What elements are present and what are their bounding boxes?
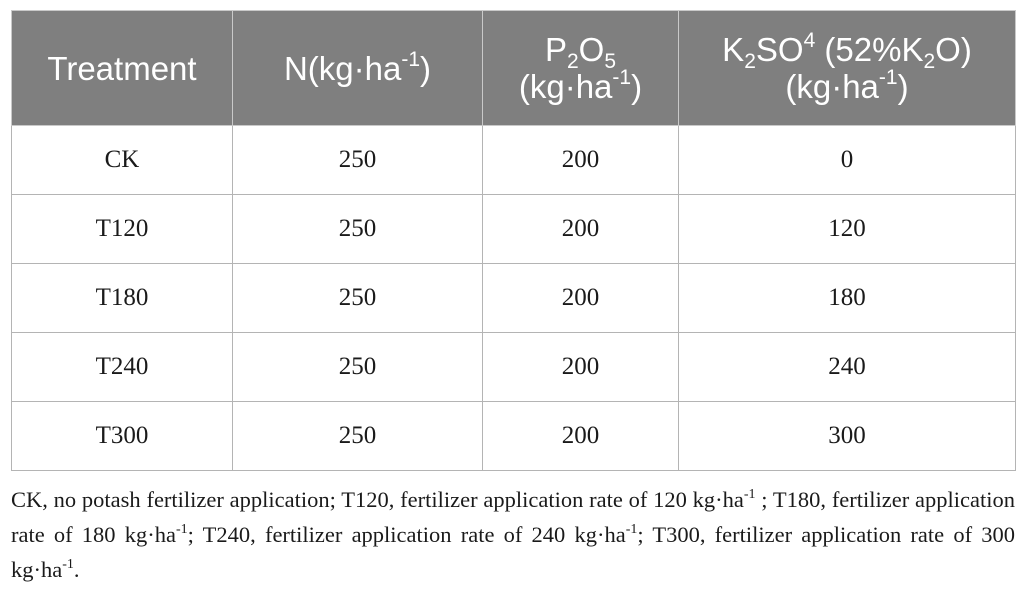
treatment-table-container: Treatment N(kg·ha-1) P2O5 (kg·ha-1) K2SO… (11, 10, 1016, 471)
table-body: CK 250 200 0 T120 250 200 120 T180 250 2… (11, 125, 1016, 471)
header-phosphate-o: O (578, 31, 605, 68)
cell-phosphate: 200 (482, 401, 679, 471)
cell-nitrogen: 250 (232, 332, 483, 402)
footnote-text: CK, no potash fertilizer application; T1… (11, 487, 744, 512)
header-potassium-unit: (kg·ha-1) (685, 66, 1009, 105)
header-treatment-label: Treatment (47, 49, 197, 87)
header-potassium-unit-sup: -1 (878, 66, 898, 89)
cell-potassium: 240 (678, 332, 1016, 402)
header-potassium-unit-base: (kg·ha (785, 68, 879, 105)
header-phosphate-unit-tail: ) (631, 68, 643, 105)
cell-nitrogen: 250 (232, 194, 483, 264)
header-treatment: Treatment (11, 10, 233, 126)
cell-phosphate: 200 (482, 125, 679, 195)
header-potassium-k: K (722, 31, 745, 68)
cell-nitrogen: 250 (232, 263, 483, 333)
cell-potassium: 300 (678, 401, 1016, 471)
header-nitrogen-base: N(kg·ha (283, 49, 402, 87)
header-potassium: K2SO4 (52%K2O) (kg·ha-1) (678, 10, 1016, 126)
cell-potassium: 120 (678, 194, 1016, 264)
cell-treatment: T240 (11, 332, 233, 402)
cell-treatment: T300 (11, 401, 233, 471)
cell-phosphate: 200 (482, 194, 679, 264)
footnote-sup: -1 (743, 487, 756, 502)
footnote-text: ; T180, fertilizer application rate of 1… (11, 487, 1015, 547)
header-potassium-so-sup: 4 (803, 29, 816, 52)
cell-potassium: 180 (678, 263, 1016, 333)
header-phosphate-unit-sup: -1 (612, 66, 632, 89)
cell-nitrogen: 250 (232, 401, 483, 471)
table-row: T300 250 200 300 (11, 401, 1016, 471)
table-row: CK 250 200 0 (11, 125, 1016, 195)
table-row: T120 250 200 120 (11, 194, 1016, 264)
header-phosphate-unit-base: (kg·ha (518, 68, 613, 105)
header-potassium-k-sub: 2 (744, 50, 756, 73)
footnote-text: ; T240, fertilizer application rate of 2… (187, 522, 626, 547)
header-phosphate-o-sub: 5 (604, 50, 617, 73)
footnote-sup: -1 (62, 557, 74, 572)
cell-phosphate: 200 (482, 332, 679, 402)
header-row: Treatment N(kg·ha-1) P2O5 (kg·ha-1) K2SO… (11, 10, 1016, 126)
table-row: T180 250 200 180 (11, 263, 1016, 333)
header-phosphate-formula: P2O5 (489, 31, 672, 72)
header-nitrogen-tail: ) (420, 49, 432, 87)
header-potassium-unit-tail: ) (897, 68, 909, 105)
header-potassium-pct-sub: 2 (923, 50, 936, 73)
header-phosphate: P2O5 (kg·ha-1) (482, 10, 679, 126)
cell-phosphate: 200 (482, 263, 679, 333)
cell-nitrogen: 250 (232, 125, 483, 195)
cell-potassium: 0 (678, 125, 1016, 195)
footnote-text: ; T300, fertilizer application rate of 3… (11, 522, 1015, 582)
header-potassium-so: SO (755, 31, 804, 68)
header-potassium-formula: K2SO4 (52%K2O) (685, 29, 1009, 72)
header-potassium-pct-close: O) (935, 31, 972, 68)
header-phosphate-unit: (kg·ha-1) (489, 66, 672, 105)
table-row: T240 250 200 240 (11, 332, 1016, 402)
header-nitrogen: N(kg·ha-1) (232, 10, 483, 126)
header-nitrogen-sup: -1 (401, 47, 421, 71)
table-footnote: CK, no potash fertilizer application; T1… (11, 482, 1015, 587)
footnote-sup: -1 (175, 522, 188, 537)
header-phosphate-p: P (544, 31, 567, 68)
header-phosphate-p-sub: 2 (566, 50, 579, 73)
cell-treatment: T180 (11, 263, 233, 333)
table-header: Treatment N(kg·ha-1) P2O5 (kg·ha-1) K2SO… (11, 10, 1016, 126)
header-potassium-pct-open: (52%K (815, 31, 924, 68)
treatment-table: Treatment N(kg·ha-1) P2O5 (kg·ha-1) K2SO… (11, 10, 1016, 471)
cell-treatment: CK (11, 125, 233, 195)
cell-treatment: T120 (11, 194, 233, 264)
footnote-text: . (73, 557, 80, 582)
footnote-sup: -1 (625, 522, 638, 537)
